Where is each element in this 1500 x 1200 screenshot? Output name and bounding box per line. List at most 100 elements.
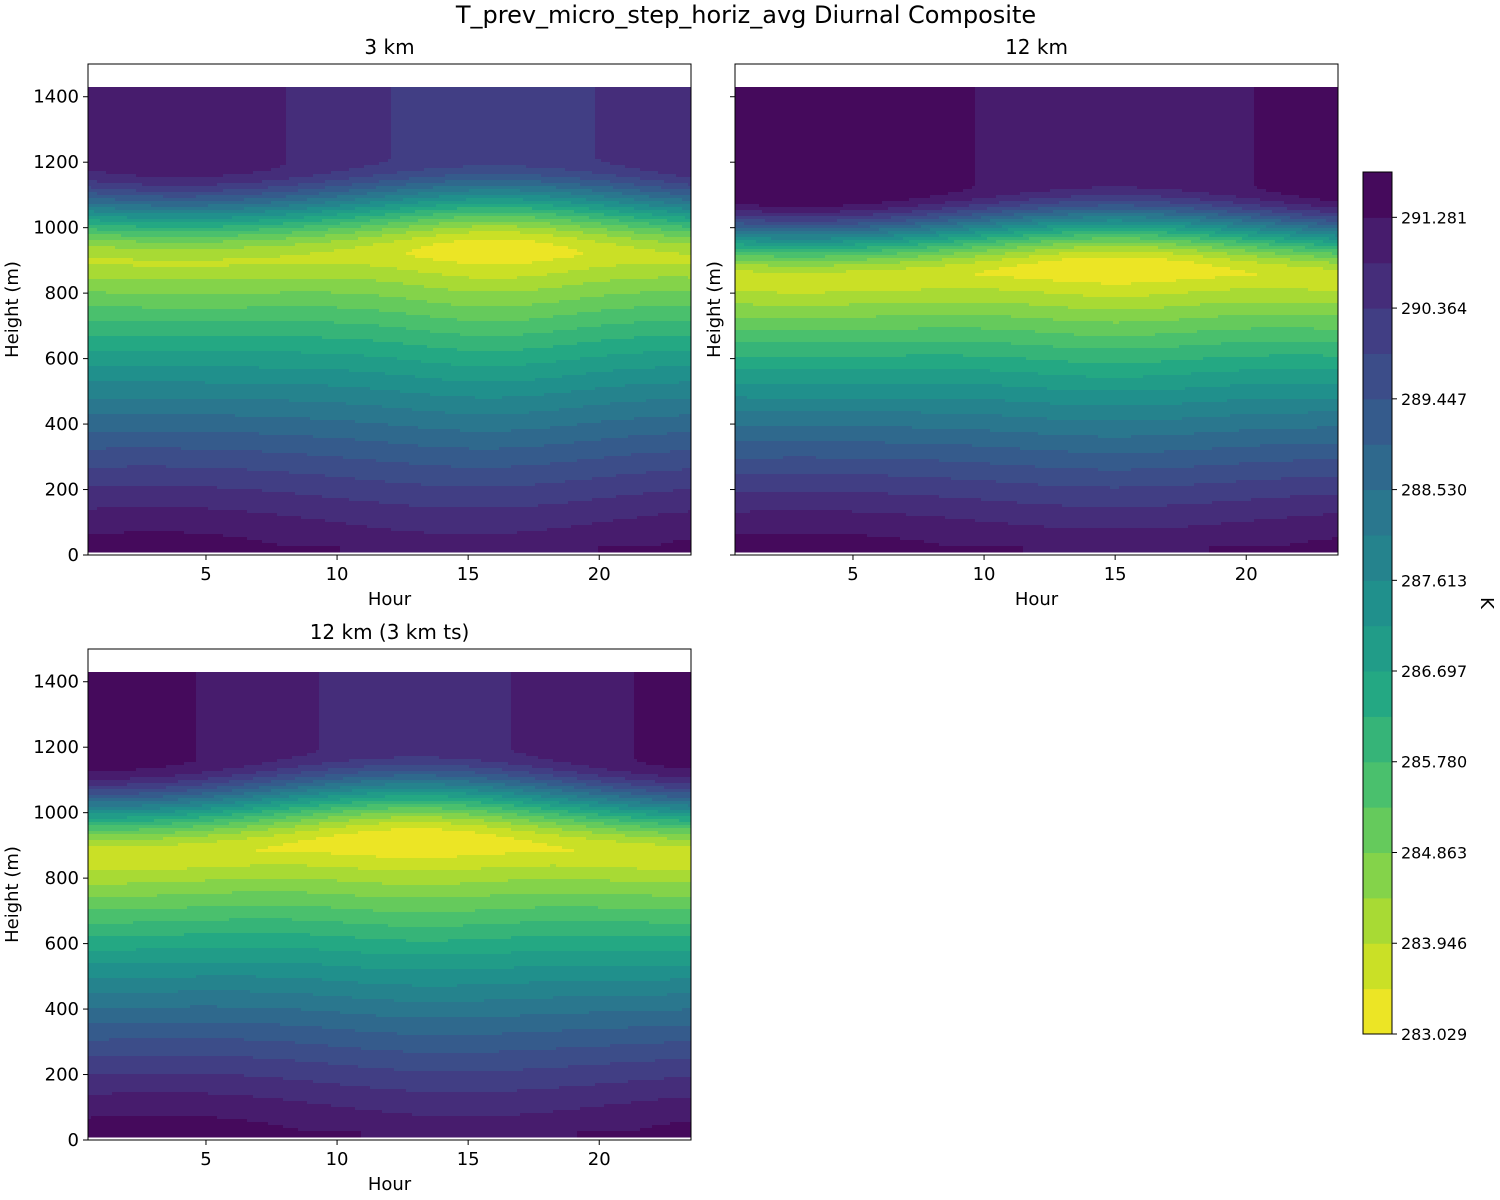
contour-band	[1212, 446, 1339, 451]
contour-band	[88, 395, 476, 400]
contour-band	[310, 932, 692, 937]
contour-band	[286, 782, 326, 787]
contour-band	[670, 1121, 692, 1126]
contour-band	[211, 806, 254, 811]
contour-band	[1323, 512, 1339, 517]
contour-band	[750, 509, 853, 514]
contour-band	[975, 122, 1255, 127]
contour-band	[655, 248, 692, 253]
contour-band	[451, 362, 527, 367]
contour-band	[735, 212, 874, 217]
contour-band	[1239, 368, 1339, 373]
contour-band	[963, 224, 1003, 229]
contour-band	[610, 278, 692, 283]
contour-band	[259, 365, 656, 370]
contour-band	[975, 89, 1255, 94]
contour-band	[376, 278, 611, 283]
contour-band	[88, 503, 410, 508]
contour-band	[1074, 332, 1156, 337]
y-axis-label: Height (m)	[704, 261, 725, 358]
contour-band	[990, 428, 1240, 433]
contour-band	[735, 233, 895, 238]
contour-band	[505, 851, 692, 856]
contour-band	[556, 185, 614, 190]
contour-band	[595, 239, 659, 244]
contour-band	[97, 227, 260, 232]
contour-band	[88, 728, 197, 733]
contour-band	[88, 1031, 398, 1036]
contour-band	[735, 260, 901, 265]
contour-band	[88, 446, 107, 451]
contour-band	[511, 734, 635, 739]
contour-band	[511, 680, 635, 685]
contour-band	[466, 197, 524, 202]
contour-band	[88, 239, 137, 244]
contour-band	[511, 464, 692, 469]
contour-band	[598, 812, 647, 817]
contour-band	[88, 392, 431, 397]
contour-band	[574, 848, 692, 853]
contour-band	[349, 758, 482, 763]
contour-band	[88, 377, 443, 382]
contour-band	[735, 437, 1339, 442]
contour-band	[1290, 494, 1339, 499]
contour-band	[223, 173, 314, 178]
contour-band	[1332, 251, 1339, 256]
contour-band	[568, 809, 611, 814]
contour-band	[735, 410, 922, 415]
contour-band	[1167, 230, 1216, 235]
contour-band	[88, 716, 197, 721]
contour-band	[1254, 155, 1339, 160]
contour-band	[1266, 224, 1309, 229]
contour-band	[88, 872, 692, 877]
contour-band	[337, 212, 386, 217]
contour-band	[975, 230, 1015, 235]
contour-band	[661, 227, 692, 232]
contour-band	[325, 782, 386, 787]
contour-band	[88, 101, 287, 106]
contour-band	[1017, 263, 1213, 268]
contour-band	[88, 1085, 371, 1090]
contour-band	[592, 476, 692, 481]
contour-band	[364, 764, 470, 769]
contour-band	[88, 1028, 356, 1033]
contour-band	[912, 209, 958, 214]
contour-band	[1188, 524, 1339, 529]
contour-band	[1233, 200, 1285, 205]
contour-band	[735, 257, 868, 262]
contour-band	[370, 386, 596, 391]
contour-band	[487, 776, 536, 781]
contour-band	[418, 200, 572, 205]
contour-band	[1209, 548, 1339, 553]
contour-band	[319, 803, 368, 808]
contour-band	[88, 818, 155, 823]
contour-band	[975, 95, 1255, 100]
contour-band	[391, 152, 596, 157]
contour-band	[634, 743, 692, 748]
contour-band	[289, 794, 329, 799]
contour-band	[319, 725, 512, 730]
contour-band	[391, 143, 596, 148]
contour-band	[196, 716, 320, 721]
contour-band	[735, 455, 784, 460]
contour-band	[556, 821, 605, 826]
contour-band	[88, 785, 167, 790]
contour-band	[541, 806, 581, 811]
contour-band	[190, 800, 236, 805]
contour-band	[610, 878, 692, 883]
contour-band	[735, 272, 976, 277]
contour-band	[295, 1058, 656, 1063]
contour-band	[88, 551, 341, 553]
contour-band	[88, 1073, 245, 1078]
contour-band	[628, 224, 683, 229]
colorbar-level	[1363, 172, 1392, 218]
contour-band	[520, 920, 650, 925]
contour-band	[340, 545, 599, 550]
contour-band	[735, 527, 1339, 532]
contour-band	[996, 239, 1042, 244]
contour-band	[88, 944, 692, 949]
contour-band	[442, 377, 536, 382]
contour-band	[88, 134, 287, 139]
contour-band	[469, 275, 518, 280]
contour-band	[382, 881, 461, 886]
